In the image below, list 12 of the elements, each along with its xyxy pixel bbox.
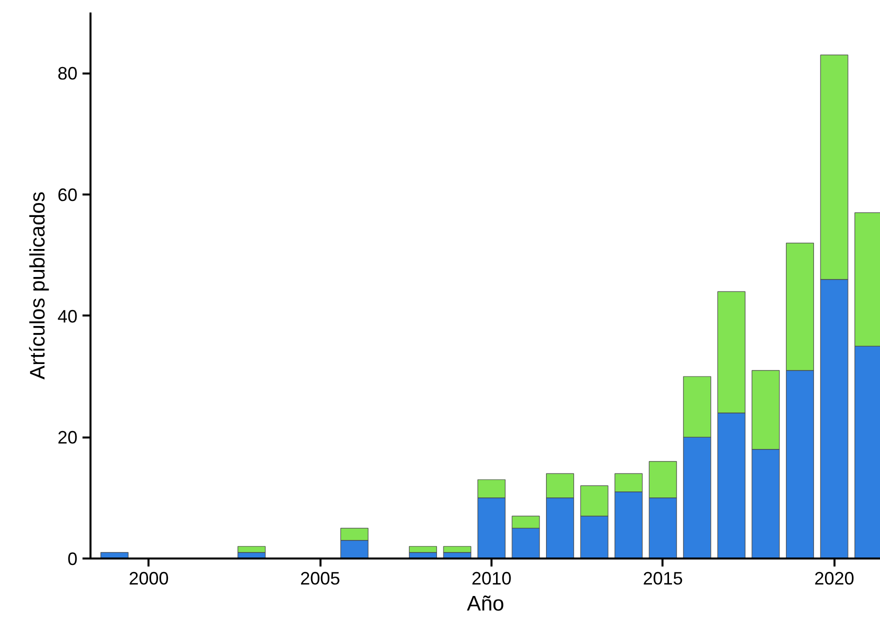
y-axis-title: Artículos publicados xyxy=(26,192,50,380)
x-tick-label: 2015 xyxy=(642,568,683,588)
x-tick-label: 2000 xyxy=(128,568,169,588)
x-tick-label: 2010 xyxy=(471,568,512,588)
y-tick-label: 20 xyxy=(57,428,78,448)
y-tick-label: 60 xyxy=(57,185,78,205)
x-axis-title: Año xyxy=(466,592,504,616)
x-tick-label: 2020 xyxy=(814,568,854,588)
y-tick-label: 0 xyxy=(67,549,78,569)
y-tick-label: 40 xyxy=(57,306,78,326)
y-tick-label: 80 xyxy=(57,64,78,84)
x-tick-label: 2005 xyxy=(300,568,340,588)
